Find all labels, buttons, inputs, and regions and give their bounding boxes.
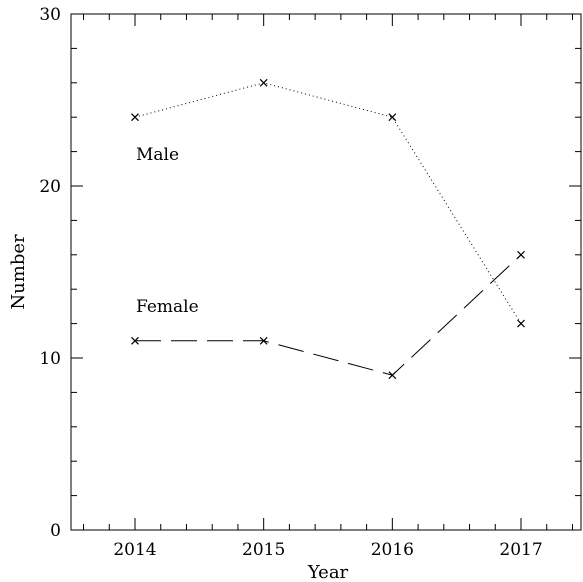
x-axis-label: Year [307,562,349,582]
plot-frame [70,13,582,531]
y-tick-labels: 0 10 20 30 [39,5,61,541]
y-tick-label: 30 [39,5,61,25]
series-line-male [134,82,522,324]
data-point-female [131,336,139,345]
data-point-female [259,336,268,345]
x-tick-label: 2014 [113,540,156,560]
x-tick-label: 2015 [242,540,285,560]
series-label-female: Female [136,297,199,317]
series-labels: Male Female [136,145,199,317]
major-ticks [71,13,581,531]
series-line-female [135,254,522,376]
data-point-male [131,113,139,122]
data-point-male [388,113,397,122]
y-axis-label: Number [8,234,29,310]
y-tick-label: 0 [50,521,61,541]
x-tick-label: 2017 [499,540,542,560]
data-point-male [259,78,268,87]
data-point-male [517,319,525,328]
data-point-female [517,250,525,259]
data-point-female [388,371,397,380]
minor-ticks [71,14,581,530]
y-tick-label: 20 [39,177,61,197]
series-layer [131,78,525,380]
series-label-male: Male [136,145,179,165]
x-tick-label: 2016 [371,540,414,560]
x-tick-labels: 2014 2015 2016 2017 [113,540,542,560]
y-tick-label: 10 [39,349,61,369]
